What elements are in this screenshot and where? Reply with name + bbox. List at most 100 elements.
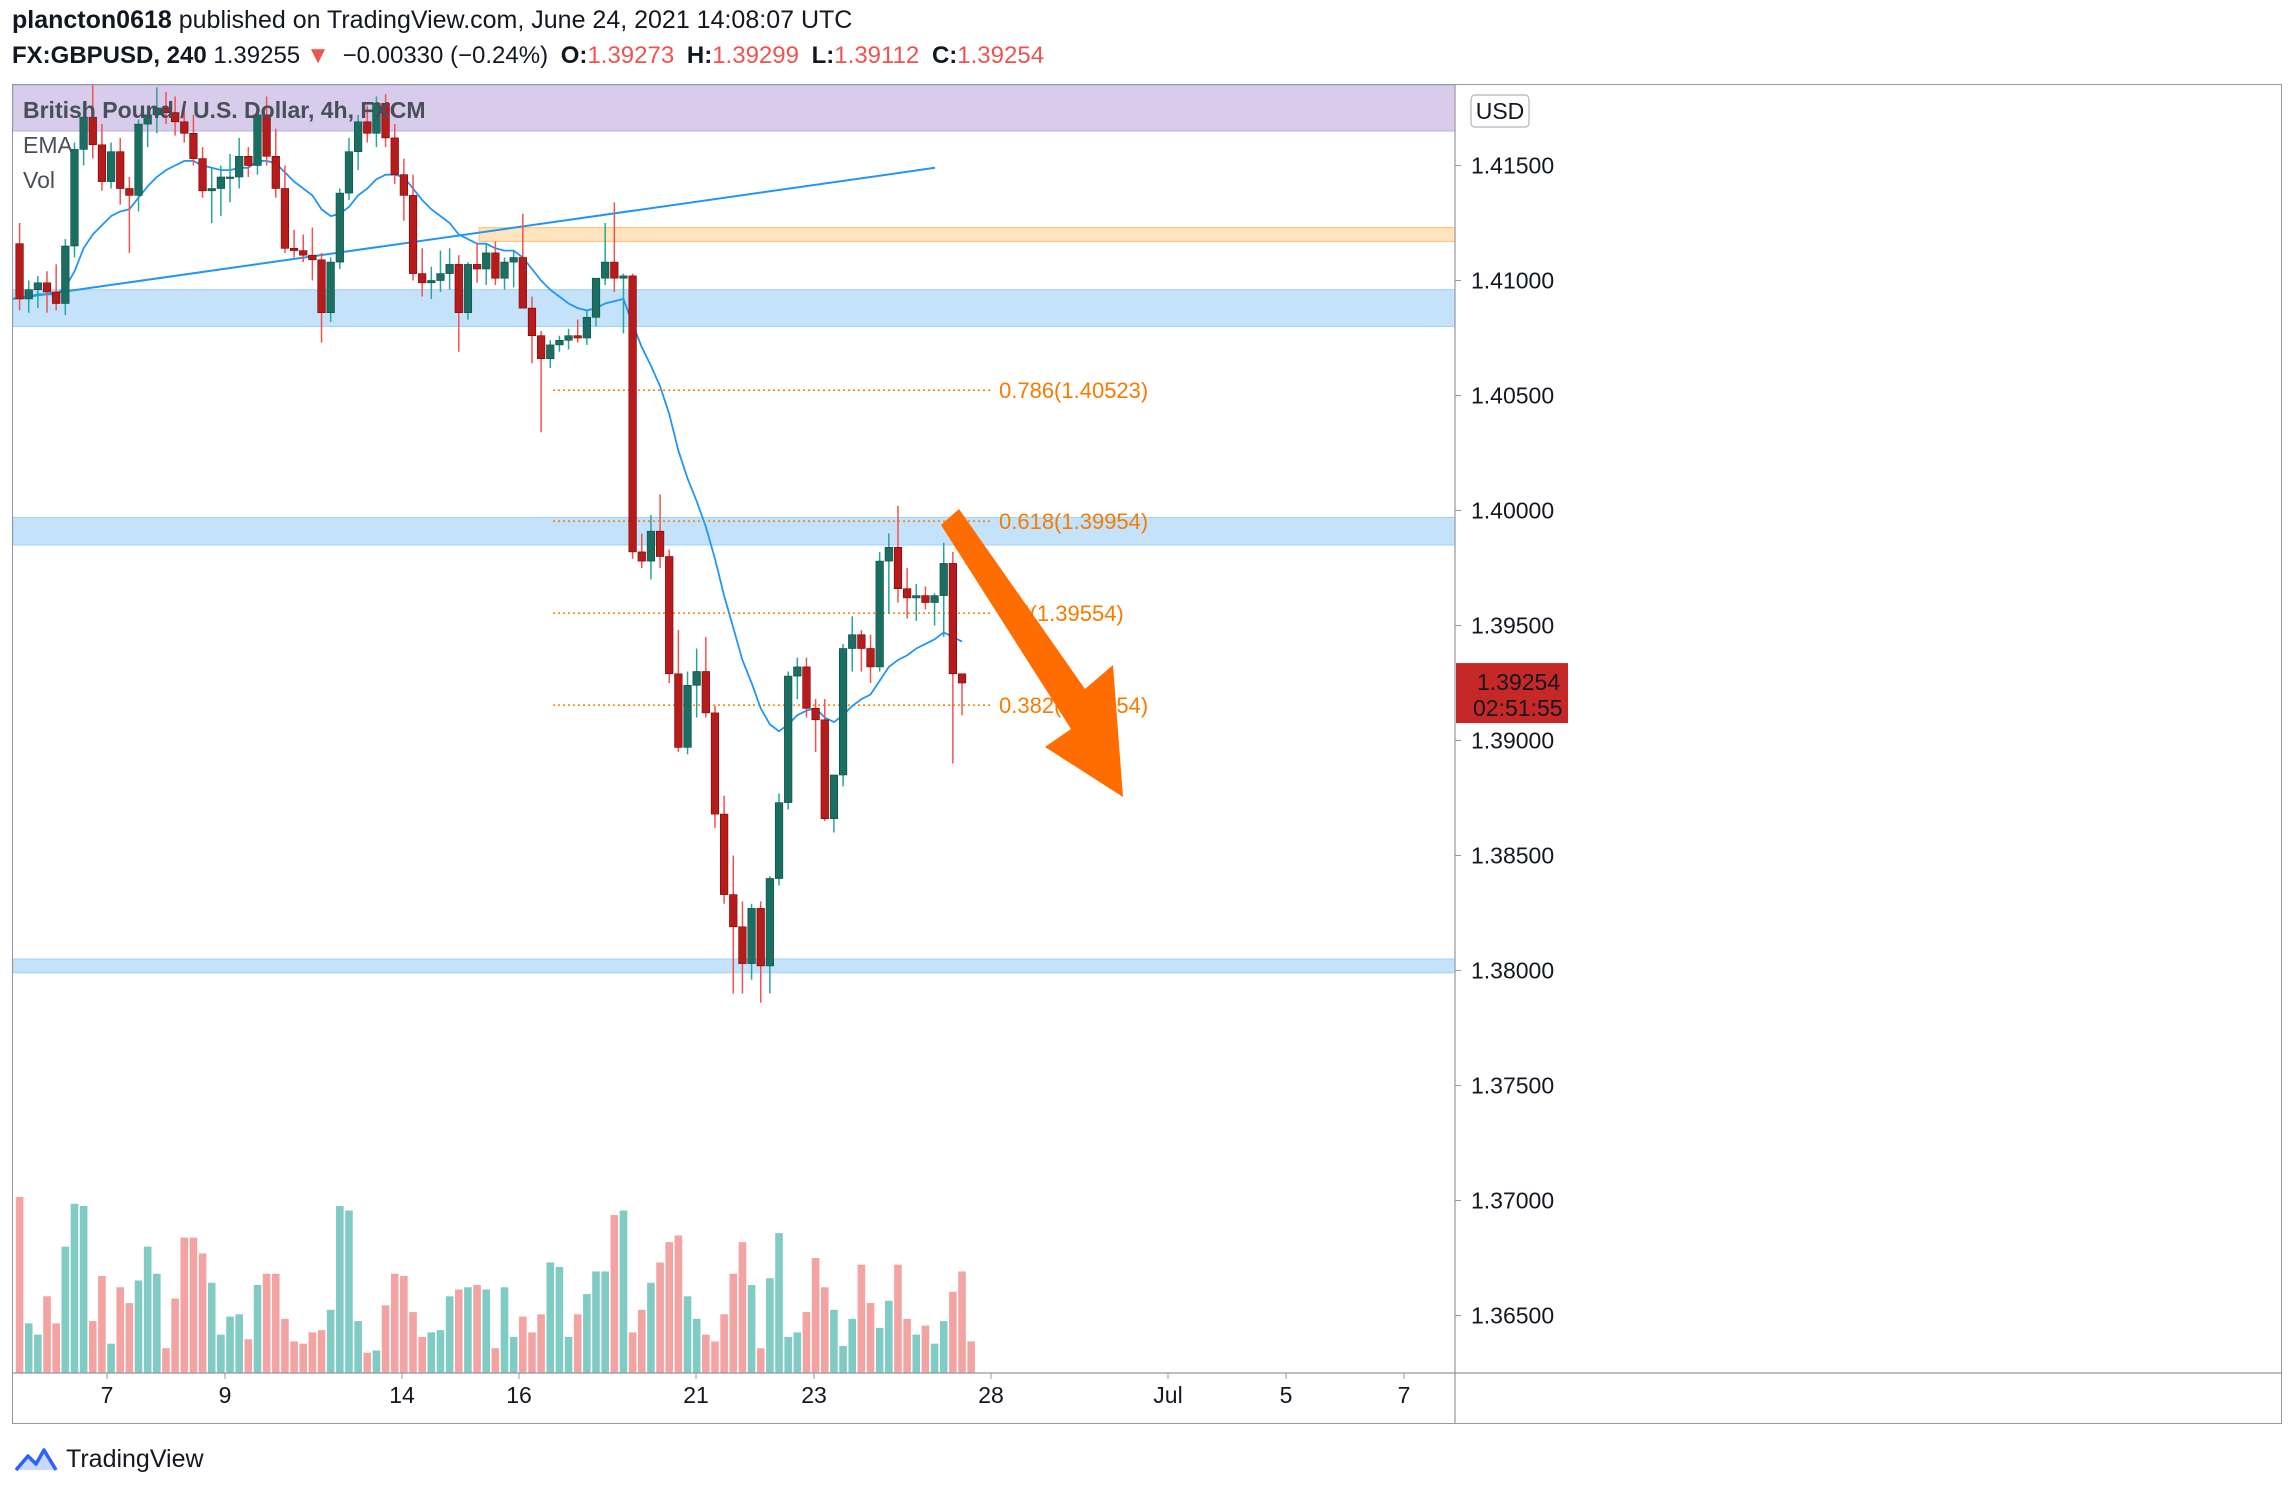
candle-body xyxy=(454,264,463,313)
volume-bar xyxy=(583,1294,591,1373)
volume-bar xyxy=(683,1296,692,1373)
volume-bar xyxy=(628,1332,637,1373)
volume-bar xyxy=(171,1298,179,1373)
candle-body xyxy=(674,673,683,748)
tradingview-brand[interactable]: TradingView xyxy=(66,1444,204,1473)
volume-bar xyxy=(43,1296,51,1373)
volume-bar xyxy=(400,1275,408,1373)
candle-body xyxy=(683,684,692,748)
y-tick-label: 1.40000 xyxy=(1471,498,1554,524)
volume-bar xyxy=(830,1309,838,1373)
volume-bar xyxy=(729,1273,738,1373)
x-tick-label: 21 xyxy=(683,1382,709,1408)
candle-body xyxy=(372,103,381,134)
zone-blue-2 xyxy=(13,289,1456,327)
candle-body xyxy=(472,264,482,270)
volume-bar xyxy=(866,1303,875,1373)
volume-bar xyxy=(738,1242,747,1373)
candle-body xyxy=(171,112,180,123)
candle-body xyxy=(655,530,665,557)
candle-body xyxy=(784,675,793,803)
volume-bar xyxy=(317,1330,326,1373)
volume-bar xyxy=(427,1332,436,1373)
y-tick-label: 1.41000 xyxy=(1471,268,1554,294)
candle-body xyxy=(427,280,436,284)
price-chart[interactable]: 0.786(1.40523)0.618(1.39954)0.5(1.39554)… xyxy=(13,85,2281,1423)
volume-bar xyxy=(482,1289,491,1373)
candle-body xyxy=(198,158,207,192)
candle-body xyxy=(720,813,729,895)
volume-bar xyxy=(921,1325,930,1373)
volume-bar xyxy=(848,1318,857,1373)
volume-bar xyxy=(299,1343,308,1373)
volume-bar xyxy=(143,1246,152,1373)
candle-body xyxy=(262,114,271,157)
volume-bar xyxy=(70,1203,79,1373)
candle-body xyxy=(70,149,79,247)
candle-body xyxy=(326,261,335,314)
volume-bar xyxy=(811,1257,820,1373)
candle-body xyxy=(354,121,363,152)
volume-bar xyxy=(711,1341,719,1373)
candle-body xyxy=(802,666,811,709)
volume-bar xyxy=(537,1314,545,1373)
volume-bar xyxy=(839,1345,847,1373)
price-tag-value: 1.39254 xyxy=(1477,669,1560,695)
volume-bar xyxy=(720,1314,728,1373)
y-tick-label: 1.39500 xyxy=(1471,613,1554,639)
candle-body xyxy=(637,551,646,562)
volume-bar xyxy=(308,1332,317,1373)
candle-body xyxy=(601,261,610,279)
volume-bar xyxy=(372,1350,381,1373)
candle-body xyxy=(774,802,784,879)
volume-bar xyxy=(564,1336,573,1373)
candle-body xyxy=(79,116,88,150)
candle-body xyxy=(820,719,829,819)
candle-body xyxy=(537,335,546,359)
volume-bar xyxy=(198,1253,207,1373)
ema-line xyxy=(19,160,963,733)
volume-bar xyxy=(34,1334,42,1373)
candle-body xyxy=(161,107,171,113)
low-value: 1.39112 xyxy=(834,42,920,69)
chart-frame[interactable]: 0.786(1.40523) 0.618(1.39954) 0.5(1.39554)… xyxy=(12,84,2282,1424)
volume-bar xyxy=(281,1318,289,1373)
candle-body xyxy=(838,648,848,776)
candle-body xyxy=(381,103,390,139)
volume-bar xyxy=(702,1334,710,1373)
candle-body xyxy=(646,530,656,562)
candle-body xyxy=(244,156,253,166)
candle-body xyxy=(738,926,747,964)
volume-bar xyxy=(390,1273,399,1373)
volume-bar xyxy=(885,1300,893,1373)
candle-body xyxy=(61,245,70,304)
tradingview-logo-icon xyxy=(14,1448,58,1472)
candle-body xyxy=(619,275,628,279)
candle-body xyxy=(52,291,61,304)
volume-bar xyxy=(958,1271,966,1373)
volume-bar xyxy=(875,1327,884,1373)
legend-title: British Pound / U.S. Dollar, 4h, FXCM xyxy=(23,97,426,123)
volume-bar xyxy=(116,1287,125,1373)
candle-body xyxy=(418,273,427,284)
candle-body xyxy=(390,137,399,176)
volume-bar xyxy=(967,1341,975,1373)
y-tick-label: 1.39000 xyxy=(1471,728,1554,754)
x-tick-label: Jul xyxy=(1153,1382,1182,1408)
volume-bar xyxy=(601,1271,609,1373)
volume-bar xyxy=(235,1314,243,1373)
volume-bar xyxy=(949,1291,957,1373)
zone-orange-1 xyxy=(478,227,1456,242)
volume-bar xyxy=(290,1341,298,1373)
volume-bar xyxy=(24,1323,33,1373)
candle-body xyxy=(500,261,509,279)
volume-bar xyxy=(107,1343,115,1373)
author-name[interactable]: plancton0618 xyxy=(12,6,172,34)
volume-bar xyxy=(217,1334,225,1373)
candle-body xyxy=(729,894,738,928)
zone-purple-0 xyxy=(13,85,1456,132)
volume-bar xyxy=(509,1336,518,1373)
volume-bar xyxy=(436,1330,445,1373)
candle-body xyxy=(765,878,774,967)
candle-body xyxy=(88,116,97,146)
